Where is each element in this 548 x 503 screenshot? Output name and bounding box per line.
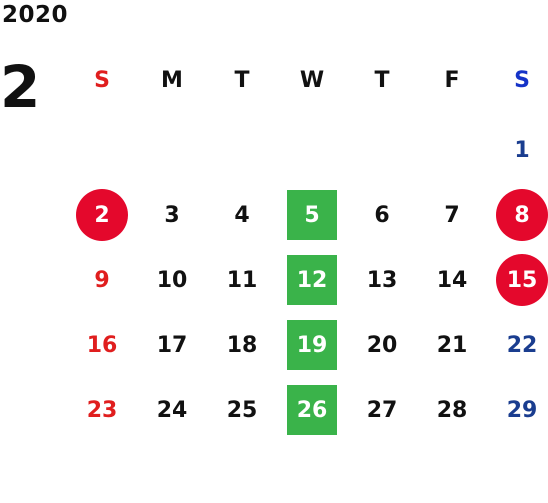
day-cell-6: 6 <box>374 202 390 228</box>
week-row-1: 1 <box>67 123 548 177</box>
day-cell-16: 16 <box>86 332 118 358</box>
day-cell-empty <box>207 123 277 177</box>
year-label: 2020 <box>2 2 69 28</box>
week-row-2: 2 3 4 5 6 7 8 <box>67 188 548 242</box>
day-cell-8: 8 <box>487 188 548 242</box>
day-cell-21: 21 <box>436 332 468 358</box>
day-cell-3: 3 <box>164 202 180 228</box>
day-cell-4: 4 <box>234 202 250 228</box>
day-cell-empty <box>347 123 417 177</box>
day-cell-15: 15 <box>487 253 548 307</box>
day-cell-7: 7 <box>444 202 460 228</box>
day-cell-23: 23 <box>86 397 118 423</box>
day-cell-17: 17 <box>156 332 188 358</box>
day-cell-5: 5 <box>277 188 347 242</box>
weekday-header: S M T W T F S <box>67 62 548 98</box>
weekday-saturday: S <box>514 67 530 93</box>
day-cell-14: 14 <box>436 267 468 293</box>
day-cell-27: 27 <box>366 397 398 423</box>
day-cell-24: 24 <box>156 397 188 423</box>
weekday-monday: M <box>161 67 183 93</box>
day-cell-26: 26 <box>277 383 347 437</box>
day-cell-2: 2 <box>67 188 137 242</box>
day-cell-12: 12 <box>277 253 347 307</box>
weekday-wednesday: W <box>299 67 325 93</box>
day-cell-28: 28 <box>436 397 468 423</box>
day-cell-empty <box>417 123 487 177</box>
day-cell-9: 9 <box>94 267 110 293</box>
day-cell-18: 18 <box>226 332 258 358</box>
day-cell-19: 19 <box>277 318 347 372</box>
day-cell-10: 10 <box>156 267 188 293</box>
day-cell-13: 13 <box>366 267 398 293</box>
day-cell-29: 29 <box>506 397 538 423</box>
week-row-3: 9 10 11 12 13 14 15 <box>67 253 548 307</box>
day-cell-1: 1 <box>514 137 530 163</box>
weekday-thursday: T <box>374 67 390 93</box>
weekday-tuesday: T <box>234 67 250 93</box>
day-cell-22: 22 <box>506 332 538 358</box>
week-row-4: 16 17 18 19 20 21 22 <box>67 318 548 372</box>
day-cell-25: 25 <box>226 397 258 423</box>
weekday-sunday: S <box>94 67 110 93</box>
month-number: 2 <box>0 53 41 121</box>
day-cell-empty <box>67 123 137 177</box>
day-cell-empty <box>277 123 347 177</box>
weekday-friday: F <box>444 67 460 93</box>
day-cell-11: 11 <box>226 267 258 293</box>
day-cell-20: 20 <box>366 332 398 358</box>
day-cell-empty <box>137 123 207 177</box>
week-row-5: 23 24 25 26 27 28 29 <box>67 383 548 437</box>
